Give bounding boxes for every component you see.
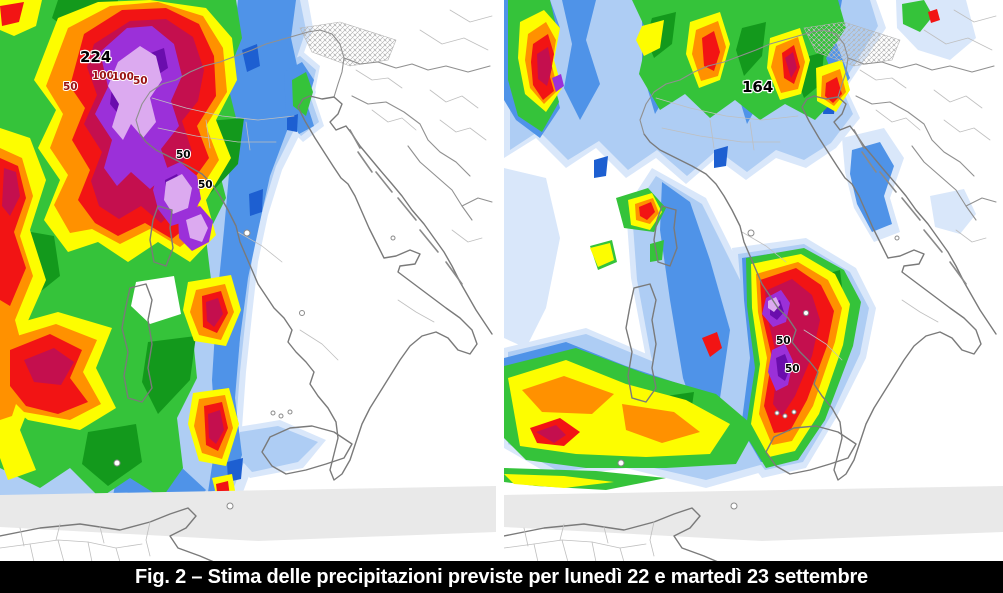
contour-label: 50 <box>785 363 800 375</box>
precipitation-map-monday-22: 224 50 100 100 50 50 50 <box>0 0 496 561</box>
peak-value-label: 164 <box>742 78 773 96</box>
map-pair: 224 50 100 100 50 50 50 <box>0 0 1003 561</box>
map-labels-monday: 224 50 100 100 50 50 50 <box>62 47 214 192</box>
peak-value-label: 224 <box>80 48 111 66</box>
contour-label: 100 <box>112 71 134 83</box>
contour-label: 100 <box>92 70 114 82</box>
outside-domain-band <box>504 486 1003 541</box>
precip-layer-lavender <box>108 46 208 242</box>
contour-label: 50 <box>133 75 148 87</box>
precipitation-map-tuesday-23: 164 50 50 <box>504 0 1003 561</box>
outside-domain-band <box>0 486 496 541</box>
precip-layer-dry-gap <box>131 276 181 324</box>
figure-caption-text: Fig. 2 – Stima delle precipitazioni prev… <box>135 565 868 588</box>
contour-label: 50 <box>63 81 78 93</box>
map-labels-tuesday: 164 50 50 <box>741 77 801 376</box>
contour-label: 50 <box>776 335 791 347</box>
contour-label: 50 <box>176 149 191 161</box>
precip-layer-lavender <box>768 297 780 312</box>
figure-caption: Fig. 2 – Stima delle precipitazioni prev… <box>0 561 1003 593</box>
contour-label: 50 <box>198 179 213 191</box>
